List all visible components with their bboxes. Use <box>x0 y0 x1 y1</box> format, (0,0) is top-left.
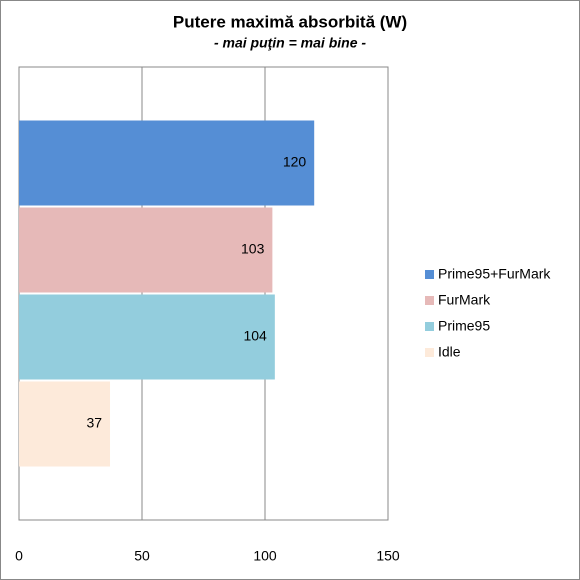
chart-title: Putere maximă absorbită (W) <box>173 12 407 31</box>
chart-subtitle: - mai puţin = mai bine - <box>214 35 366 51</box>
legend-label: Prime95+FurMark <box>438 266 551 282</box>
legend-swatch <box>425 270 434 279</box>
data-label: 120 <box>283 154 307 170</box>
legend-label: FurMark <box>438 292 491 308</box>
bar <box>19 120 315 206</box>
x-tick-label: 50 <box>134 548 150 564</box>
bar <box>19 207 273 293</box>
legend-swatch <box>425 348 434 357</box>
x-tick-label: 0 <box>15 548 23 564</box>
x-tick-label: 150 <box>376 548 400 564</box>
data-label: 103 <box>241 241 265 257</box>
bar <box>19 381 111 467</box>
legend-swatch <box>425 296 434 305</box>
legend-swatch <box>425 322 434 331</box>
bar <box>19 294 275 380</box>
x-tick-label: 100 <box>253 548 277 564</box>
legend-label: Prime95 <box>438 318 490 334</box>
data-label: 37 <box>86 415 102 431</box>
data-label: 104 <box>243 328 267 344</box>
legend-label: Idle <box>438 344 461 360</box>
